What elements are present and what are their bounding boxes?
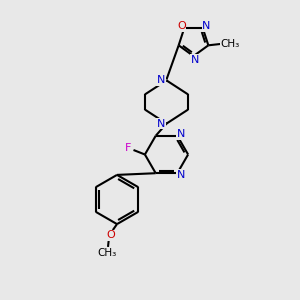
Text: N: N bbox=[177, 170, 185, 180]
Text: N: N bbox=[157, 75, 165, 85]
Text: N: N bbox=[177, 129, 185, 139]
Text: N: N bbox=[191, 55, 199, 65]
Text: O: O bbox=[177, 21, 186, 32]
Text: CH₃: CH₃ bbox=[220, 39, 240, 49]
Text: F: F bbox=[125, 143, 132, 153]
Text: CH₃: CH₃ bbox=[98, 248, 117, 258]
Text: N: N bbox=[157, 118, 165, 129]
Text: O: O bbox=[106, 230, 115, 241]
Text: N: N bbox=[202, 21, 211, 32]
